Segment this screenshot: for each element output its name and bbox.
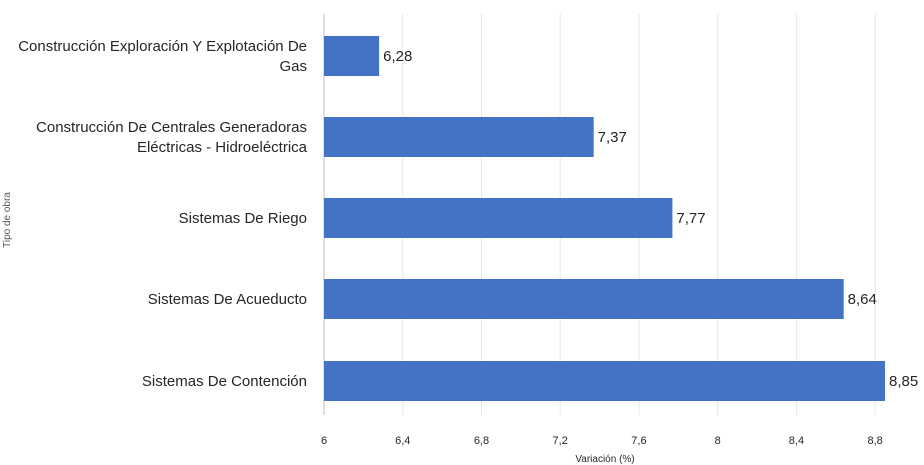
value-labels: 6,28 7,37 7,77 8,64 8,85 [383, 48, 918, 390]
category-label-line: Construcción De Centrales Generadoras [36, 119, 307, 136]
category-label: Sistemas De Riego [179, 210, 307, 227]
category-label-line: Construcción Exploración Y Explotación D… [18, 38, 307, 55]
category-label-line: Sistemas De Riego [179, 210, 307, 227]
bar [324, 36, 380, 76]
category-label-line: Sistemas De Acueducto [148, 291, 307, 308]
category-label-line: Gas [279, 58, 307, 75]
value-label: 7,77 [676, 210, 705, 227]
bar [324, 361, 885, 401]
category-label: Construcción De Centrales Generadoras Elé… [36, 119, 308, 156]
bars [324, 36, 885, 401]
x-tick-label: 8,8 [868, 435, 883, 447]
x-tick-label: 8 [715, 435, 721, 447]
value-label: 8,85 [889, 373, 918, 390]
x-tick-label: 6,4 [395, 435, 410, 447]
bar [324, 279, 844, 319]
bar [324, 198, 673, 238]
x-tick-label: 8,4 [789, 435, 804, 447]
category-label-line: Eléctricas - Hidroeléctrica [137, 139, 308, 156]
x-tick-label: 7,6 [631, 435, 646, 447]
y-axis-title: Tipo de obra [2, 192, 13, 248]
value-label: 6,28 [383, 48, 412, 65]
category-label: Construcción Exploración Y Explotación D… [18, 38, 307, 75]
bar [324, 117, 594, 157]
x-tick-label: 7,2 [553, 435, 568, 447]
value-label: 8,64 [848, 291, 877, 308]
category-label-line: Sistemas De Contención [142, 373, 307, 390]
x-tick-label: 6 [321, 435, 327, 447]
category-labels: Construcción Exploración Y Explotación D… [18, 38, 307, 390]
x-tick-label: 6,8 [474, 435, 489, 447]
category-label: Sistemas De Acueducto [148, 291, 307, 308]
x-axis-title: Variación (%) [575, 454, 634, 465]
value-label: 7,37 [598, 129, 627, 146]
category-label: Sistemas De Contención [142, 373, 307, 390]
